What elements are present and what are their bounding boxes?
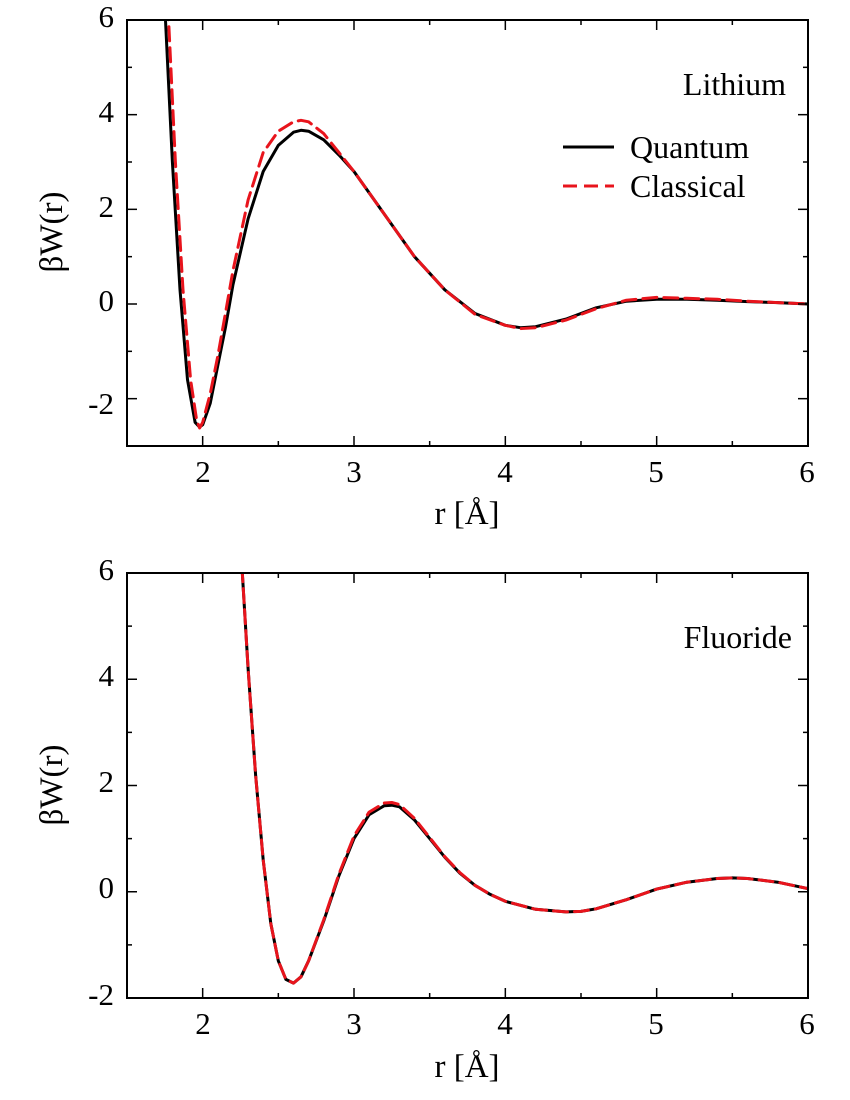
legend-classical-label: Classical [630, 168, 746, 204]
lithium-xtick-label: 2 [195, 454, 211, 489]
fluoride-ytick-label: 2 [99, 764, 115, 799]
lithium-ytick-label: -2 [88, 386, 114, 421]
lithium-ytick-label: 4 [99, 94, 115, 129]
fluoride-xtick-label: 4 [497, 1006, 513, 1041]
lithium-y-axis-label: βW(r) [34, 192, 70, 273]
panel-lithium: -2 0 2 4 6 2 3 4 5 6 r [Å] βW(r) Lithium… [34, 0, 815, 532]
lithium-xtick-label: 4 [497, 454, 513, 489]
fluoride-xtick-label: 6 [799, 1006, 815, 1041]
fluoride-panel-label: Fluoride [684, 619, 792, 655]
fluoride-series-classical [240, 573, 808, 985]
fluoride-ytick-label: 0 [99, 870, 115, 905]
fluoride-xtick-label: 3 [346, 1006, 362, 1041]
lithium-ticks [126, 19, 809, 447]
lithium-plot-marks [163, 20, 808, 430]
fluoride-ytick-label: 4 [99, 658, 115, 693]
fluoride-xtick-label: 2 [195, 1006, 211, 1041]
lithium-xtick-label: 3 [346, 454, 362, 489]
fluoride-ticks [126, 572, 809, 999]
lithium-series-classical [167, 20, 808, 430]
lithium-ytick-label: 0 [99, 283, 115, 318]
lithium-panel-label: Lithium [683, 66, 786, 102]
fluoride-plot-marks [240, 573, 808, 985]
fluoride-xtick-label: 5 [648, 1006, 664, 1041]
panel-fluoride: -2 0 2 4 6 2 3 4 5 6 r [Å] βW(r) Fluorid… [34, 552, 815, 1085]
legend: Quantum Classical [563, 129, 749, 204]
lithium-ytick-label: 2 [99, 189, 115, 224]
lithium-xtick-label: 5 [648, 454, 664, 489]
lithium-xtick-label: 6 [799, 454, 815, 489]
fluoride-ytick-label: 6 [99, 552, 115, 587]
lithium-plot-frame [126, 19, 809, 447]
legend-quantum-label: Quantum [630, 129, 749, 165]
lithium-x-axis-label: r [Å] [434, 495, 499, 532]
fluoride-y-axis-label: βW(r) [34, 745, 70, 826]
fluoride-x-axis-label: r [Å] [434, 1048, 499, 1085]
lithium-ytick-label: 6 [99, 0, 115, 34]
fluoride-ytick-label: -2 [88, 977, 114, 1012]
